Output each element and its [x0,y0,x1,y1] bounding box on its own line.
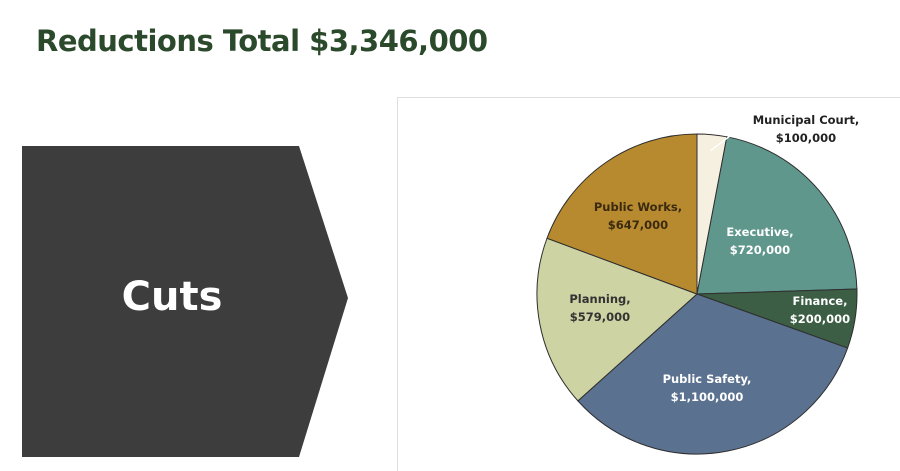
leader-line [710,120,751,152]
slice-label-value: $647,000 [608,218,668,232]
slice-label-value: $100,000 [776,131,836,145]
slice-label-name: Finance, [793,294,848,308]
pie-slice-2 [696,136,858,295]
slice-label: Public Safety, $1,100,000 [663,372,752,404]
slice-label-name: Public Works, [594,200,682,214]
slice-label-value: $579,000 [570,310,630,324]
pie-slice-5 [536,237,698,402]
slice-label: Municipal Court, $100,000 [753,113,860,145]
pie-slice-4 [577,293,849,455]
slice-label: Finance, $200,000 [790,294,850,326]
slice-label: Public Works, $647,000 [594,200,682,232]
pie-slice-6 [546,133,698,295]
slice-label: Planning, $579,000 [569,292,630,324]
page-title: Reductions Total $3,346,000 [36,24,488,58]
cuts-arrow-shape [22,146,348,457]
slice-label-value: $1,100,000 [671,390,744,404]
slice-label-name: Planning, [569,292,630,306]
slice-label: Executive, $720,000 [726,225,793,257]
slice-label-value: $200,000 [790,312,850,326]
cuts-label: Cuts [121,274,223,320]
slice-label-name: Municipal Court, [753,113,860,127]
slice-label-name: Executive, [726,225,793,239]
slice-label-value: $720,000 [730,243,790,257]
slice-label-name: Public Safety, [663,372,752,386]
